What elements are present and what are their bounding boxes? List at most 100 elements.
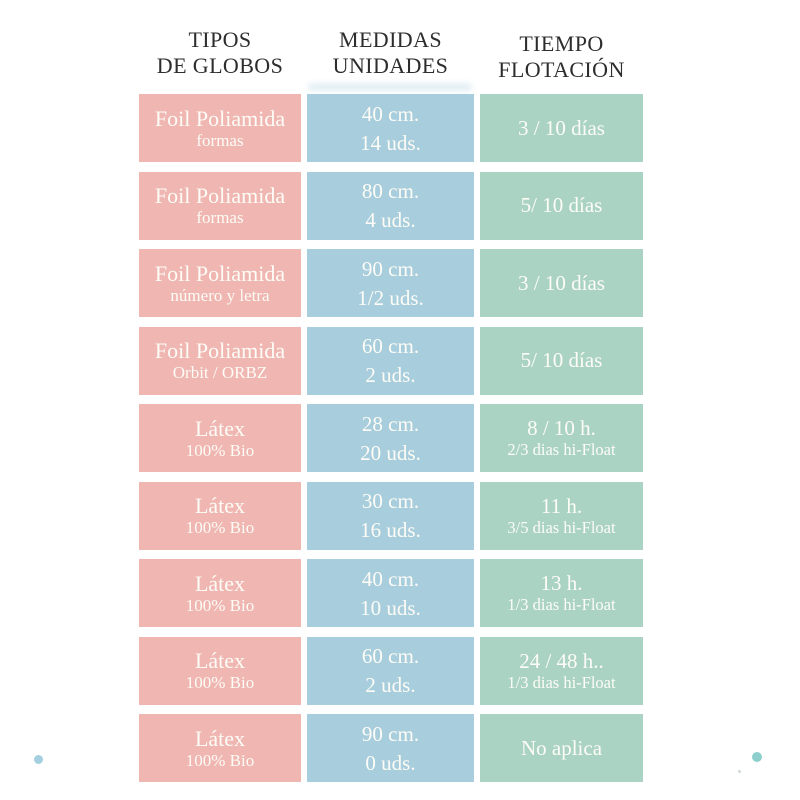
cell-float-time: 13 h. 1/3 dias hi-Float (480, 559, 643, 627)
header-tiempo: TIEMPO FLOTACIÓN (480, 27, 643, 83)
cell-float-time: 24 / 48 h.. 1/3 dias hi-Float (480, 636, 643, 705)
table-row: Foil Poliamida formas 80 cm. 4 uds. 5/ 1… (139, 171, 643, 240)
cell-size-units: 40 cm. 10 uds. (307, 559, 474, 627)
header-tiempo-line2: FLOTACIÓN (498, 57, 625, 82)
table-row: Látex 100% Bio 28 cm. 20 uds. 8 / 10 h. … (139, 404, 643, 472)
cell-balloon-type: Látex 100% Bio (139, 559, 301, 627)
balloon-type-main: Látex (194, 415, 246, 441)
float-time-main: 8 / 10 h. (527, 416, 596, 440)
decor-speck (738, 770, 741, 773)
header-medidas-line2: UNIDADES (332, 53, 449, 78)
balloon-type-sub: 100% Bio (185, 440, 255, 460)
cell-float-time: 11 h. 3/5 dias hi-Float (480, 481, 643, 550)
float-time-main: 24 / 48 h.. (519, 648, 604, 673)
units-value: 1/2 uds. (357, 285, 424, 310)
units-value: 2 uds. (365, 673, 416, 697)
cell-balloon-type: Látex 100% Bio (139, 404, 301, 472)
table-row: Látex 100% Bio 30 cm. 16 uds. 11 h. 3/5 … (139, 481, 643, 550)
size-value: 30 cm. (361, 489, 420, 513)
units-value: 0 uds. (365, 750, 416, 775)
size-value: 90 cm. (361, 721, 420, 746)
size-value: 90 cm. (361, 256, 420, 281)
balloon-type-sub: número y letra (170, 285, 270, 305)
table-row: Foil Poliamida formas 40 cm. 14 uds. 3 /… (139, 94, 643, 162)
balloon-type-sub: 100% Bio (185, 673, 255, 692)
float-time-main: 3 / 10 días (518, 270, 605, 295)
cell-size-units: 60 cm. 2 uds. (307, 636, 474, 705)
balloon-type-main: Foil Poliamida (154, 338, 286, 363)
header-medidas: MEDIDAS UNIDADES (307, 27, 474, 83)
cell-balloon-type: Látex 100% Bio (139, 481, 301, 550)
float-time-sub: 2/3 dias hi-Float (507, 440, 616, 459)
cell-float-time: 5/ 10 días (480, 171, 643, 240)
units-value: 10 uds. (360, 595, 421, 620)
float-time-main: No aplica (520, 735, 603, 760)
balloon-type-main: Foil Poliamida (154, 105, 286, 131)
table-row: Látex 100% Bio 90 cm. 0 uds. No aplica (139, 714, 643, 782)
table-row: Foil Poliamida número y letra 90 cm. 1/2… (139, 249, 643, 317)
balloon-type-sub: 100% Bio (185, 750, 255, 770)
balloon-type-sub: formas (196, 208, 244, 227)
size-value: 28 cm. (361, 411, 420, 436)
cell-float-time: 3 / 10 días (480, 94, 643, 162)
balloon-type-sub: 100% Bio (185, 595, 255, 615)
float-time-sub: 1/3 dias hi-Float (507, 595, 616, 614)
size-value: 60 cm. (361, 334, 420, 358)
table-rows: Foil Poliamida formas 40 cm. 14 uds. 3 /… (139, 94, 643, 782)
cell-size-units: 90 cm. 0 uds. (307, 714, 474, 782)
balloon-type-sub: formas (196, 130, 244, 150)
size-value: 40 cm. (361, 101, 420, 126)
cell-balloon-type: Foil Poliamida formas (139, 94, 301, 162)
cell-balloon-type: Foil Poliamida número y letra (139, 249, 301, 317)
header-tipos-line2: DE GLOBOS (156, 53, 284, 78)
size-value: 60 cm. (361, 644, 420, 668)
cell-float-time: No aplica (480, 714, 643, 782)
balloon-type-main: Látex (194, 570, 246, 596)
table-row: Látex 100% Bio 60 cm. 2 uds. 24 / 48 h..… (139, 636, 643, 705)
decor-dot-right (752, 752, 762, 762)
cell-balloon-type: Foil Poliamida Orbit / ORBZ (139, 326, 301, 395)
cell-float-time: 5/ 10 días (480, 326, 643, 395)
cell-size-units: 30 cm. 16 uds. (307, 481, 474, 550)
cell-balloon-type: Látex 100% Bio (139, 636, 301, 705)
cell-size-units: 60 cm. 2 uds. (307, 326, 474, 395)
balloon-type-main: Látex (194, 493, 246, 518)
header-shadow-artifact (308, 83, 472, 91)
float-time-main: 3 / 10 días (518, 115, 605, 140)
float-time-main: 5/ 10 días (520, 193, 603, 217)
header-tipos-line1: TIPOS (188, 27, 252, 52)
float-time-main: 11 h. (540, 493, 583, 518)
units-value: 14 uds. (360, 130, 421, 155)
balloon-type-main: Foil Poliamida (154, 260, 286, 286)
cell-size-units: 80 cm. 4 uds. (307, 171, 474, 240)
cell-float-time: 3 / 10 días (480, 249, 643, 317)
table-header-row: TIPOS DE GLOBOS MEDIDAS UNIDADES TIEMPO … (139, 27, 643, 83)
cell-size-units: 28 cm. 20 uds. (307, 404, 474, 472)
float-time-sub: 3/5 dias hi-Float (507, 517, 616, 537)
cell-balloon-type: Látex 100% Bio (139, 714, 301, 782)
balloon-type-sub: Orbit / ORBZ (172, 363, 268, 382)
units-value: 16 uds. (360, 518, 421, 542)
units-value: 2 uds. (365, 363, 416, 387)
size-value: 40 cm. (361, 566, 420, 591)
float-time-sub: 1/3 dias hi-Float (507, 672, 616, 692)
balloon-type-sub: 100% Bio (185, 518, 255, 537)
float-time-main: 5/ 10 días (520, 348, 603, 372)
table-row: Látex 100% Bio 40 cm. 10 uds. 13 h. 1/3 … (139, 559, 643, 627)
table-row: Foil Poliamida Orbit / ORBZ 60 cm. 2 uds… (139, 326, 643, 395)
units-value: 4 uds. (365, 208, 416, 232)
decor-dot-left (34, 755, 43, 764)
cell-float-time: 8 / 10 h. 2/3 dias hi-Float (480, 404, 643, 472)
cell-size-units: 40 cm. 14 uds. (307, 94, 474, 162)
balloon-type-main: Látex (194, 648, 246, 673)
header-medidas-line1: MEDIDAS (338, 27, 443, 52)
cell-balloon-type: Foil Poliamida formas (139, 171, 301, 240)
balloon-type-main: Foil Poliamida (154, 183, 286, 208)
size-value: 80 cm. (361, 179, 420, 203)
header-tiempo-line1: TIEMPO (519, 31, 604, 56)
cell-size-units: 90 cm. 1/2 uds. (307, 249, 474, 317)
float-time-main: 13 h. (540, 571, 583, 595)
header-tipos: TIPOS DE GLOBOS (139, 27, 301, 83)
units-value: 20 uds. (360, 440, 421, 465)
